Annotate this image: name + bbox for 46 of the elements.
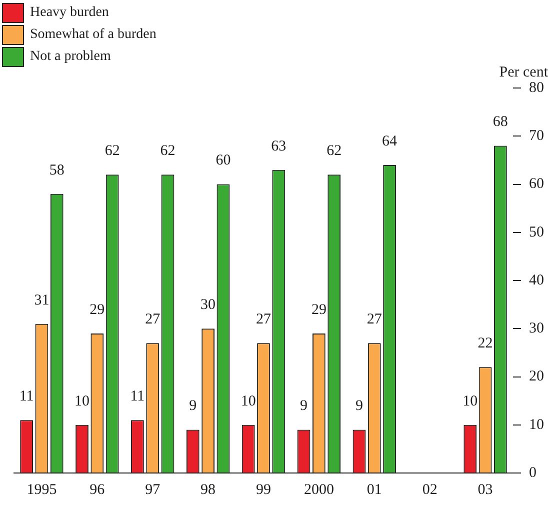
data-label: 10 — [74, 393, 90, 410]
legend-label: Somewhat of a burden — [30, 27, 156, 43]
y-tick-label: 70 — [529, 128, 544, 144]
data-label: 31 — [34, 292, 50, 308]
data-label: 9 — [355, 398, 363, 414]
data-label: 10 — [462, 393, 478, 410]
legend-label: Not a problem — [30, 49, 111, 65]
y-tick-label: 60 — [529, 176, 544, 192]
x-tick-label: 97 — [145, 482, 161, 498]
data-label: 11 — [130, 388, 145, 404]
data-label: 27 — [256, 312, 272, 328]
data-label: 29 — [311, 302, 326, 318]
data-label: 62 — [160, 143, 176, 160]
y-tick-label: 10 — [529, 416, 544, 433]
data-label: 11 — [19, 388, 34, 404]
legend-label: Heavy burden — [30, 5, 109, 21]
data-label: 10 — [240, 393, 256, 410]
data-label: 9 — [300, 398, 308, 414]
y-axis-title: Per cent — [499, 64, 549, 80]
data-label: 68 — [492, 114, 508, 130]
data-label: 27 — [366, 312, 382, 328]
data-label: 30 — [200, 297, 216, 314]
x-tick-label: 03 — [478, 482, 493, 498]
x-tick-label: 02 — [422, 482, 438, 498]
x-tick-label: 99 — [256, 482, 271, 498]
y-tick-label: 0 — [529, 464, 536, 481]
x-tick-label: 98 — [200, 482, 216, 498]
x-tick-label: 1995 — [26, 482, 57, 498]
y-tick-label: 80 — [529, 80, 544, 96]
data-label: 22 — [478, 336, 493, 352]
data-label: 27 — [145, 312, 161, 328]
data-label: 62 — [104, 143, 120, 160]
x-tick-label: 01 — [366, 482, 382, 498]
data-label: 58 — [49, 162, 64, 178]
y-tick-label: 40 — [529, 272, 544, 288]
x-tick-label: 2000 — [304, 482, 334, 498]
data-label: 62 — [326, 143, 342, 160]
y-tick-label: 50 — [529, 224, 544, 240]
data-label: 60 — [216, 152, 231, 169]
y-tick-label: 30 — [529, 320, 544, 337]
data-label: 29 — [90, 302, 105, 318]
data-label: 9 — [189, 398, 197, 414]
data-label: 63 — [271, 138, 286, 154]
y-tick-label: 20 — [529, 368, 544, 385]
data-label: 64 — [382, 133, 398, 150]
x-tick-label: 96 — [90, 482, 106, 498]
